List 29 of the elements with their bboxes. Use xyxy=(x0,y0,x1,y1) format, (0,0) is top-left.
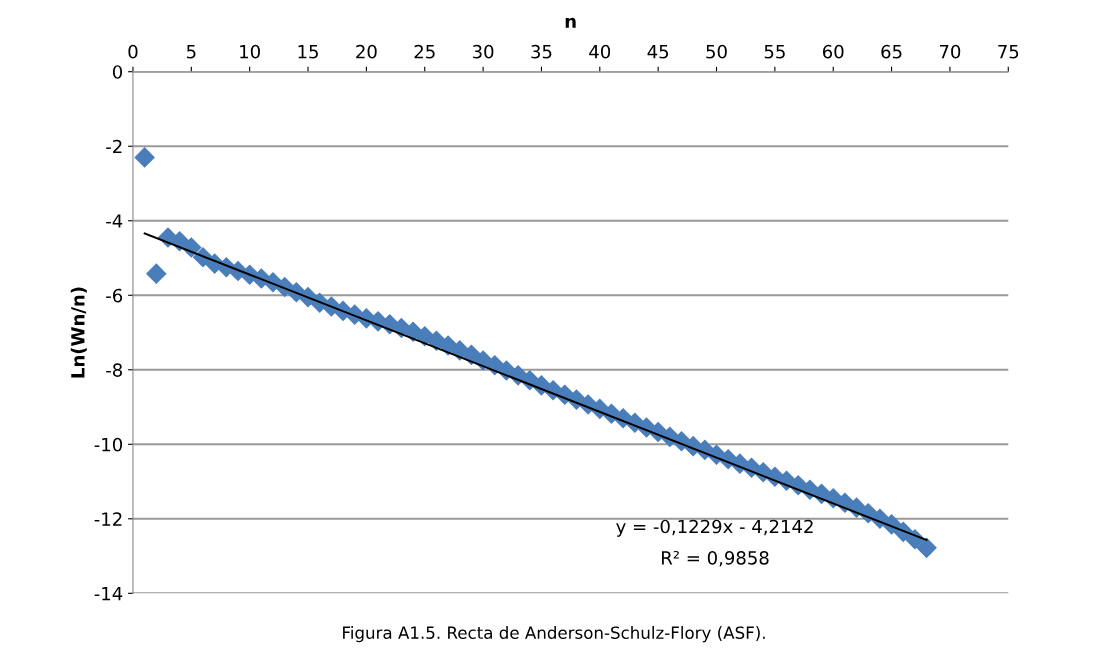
y-tick-label: -2 xyxy=(106,139,122,154)
x-tick-label: 70 xyxy=(939,44,961,59)
x-tick-label: 75 xyxy=(998,45,1019,59)
x-tick-label: 35 xyxy=(531,44,552,59)
x-tick-label: 55 xyxy=(764,45,785,59)
x-tick-label: 40 xyxy=(589,44,611,59)
x-tick-label: 25 xyxy=(414,44,435,59)
y-tick-label: -4 xyxy=(106,214,123,228)
annotation: R² = 0,9858 xyxy=(662,551,769,567)
x-tick-label: 45 xyxy=(647,45,669,59)
y-tick-label: -14 xyxy=(94,587,123,601)
y-tick-label: -10 xyxy=(94,437,123,452)
x-tick-label: 65 xyxy=(881,44,902,59)
x-tick-label: 15 xyxy=(298,45,318,59)
x-tick-label: 0 xyxy=(128,44,138,59)
x-axis-title: n xyxy=(565,17,576,28)
x-tick-label: 20 xyxy=(356,44,377,59)
x-tick-label: 50 xyxy=(706,44,727,59)
y-tick-label: 0 xyxy=(112,65,123,79)
x-tick-label: 5 xyxy=(186,45,196,59)
x-tick-label: 60 xyxy=(822,44,844,59)
annotation: y = -0,1229x - 4,2142 xyxy=(616,519,813,537)
y-tick-label: -12 xyxy=(94,512,122,526)
y-axis-title: Ln(Wn/n) xyxy=(70,287,87,378)
y-tick-label: -6 xyxy=(106,288,123,303)
text: Figura A1.5. Recta de Anderson-Schulz-Flory (ASF). xyxy=(343,626,765,643)
x-tick-label: 30 xyxy=(472,44,494,59)
y-tick-label: -8 xyxy=(106,363,122,377)
x-tick-label: 10 xyxy=(240,44,260,59)
